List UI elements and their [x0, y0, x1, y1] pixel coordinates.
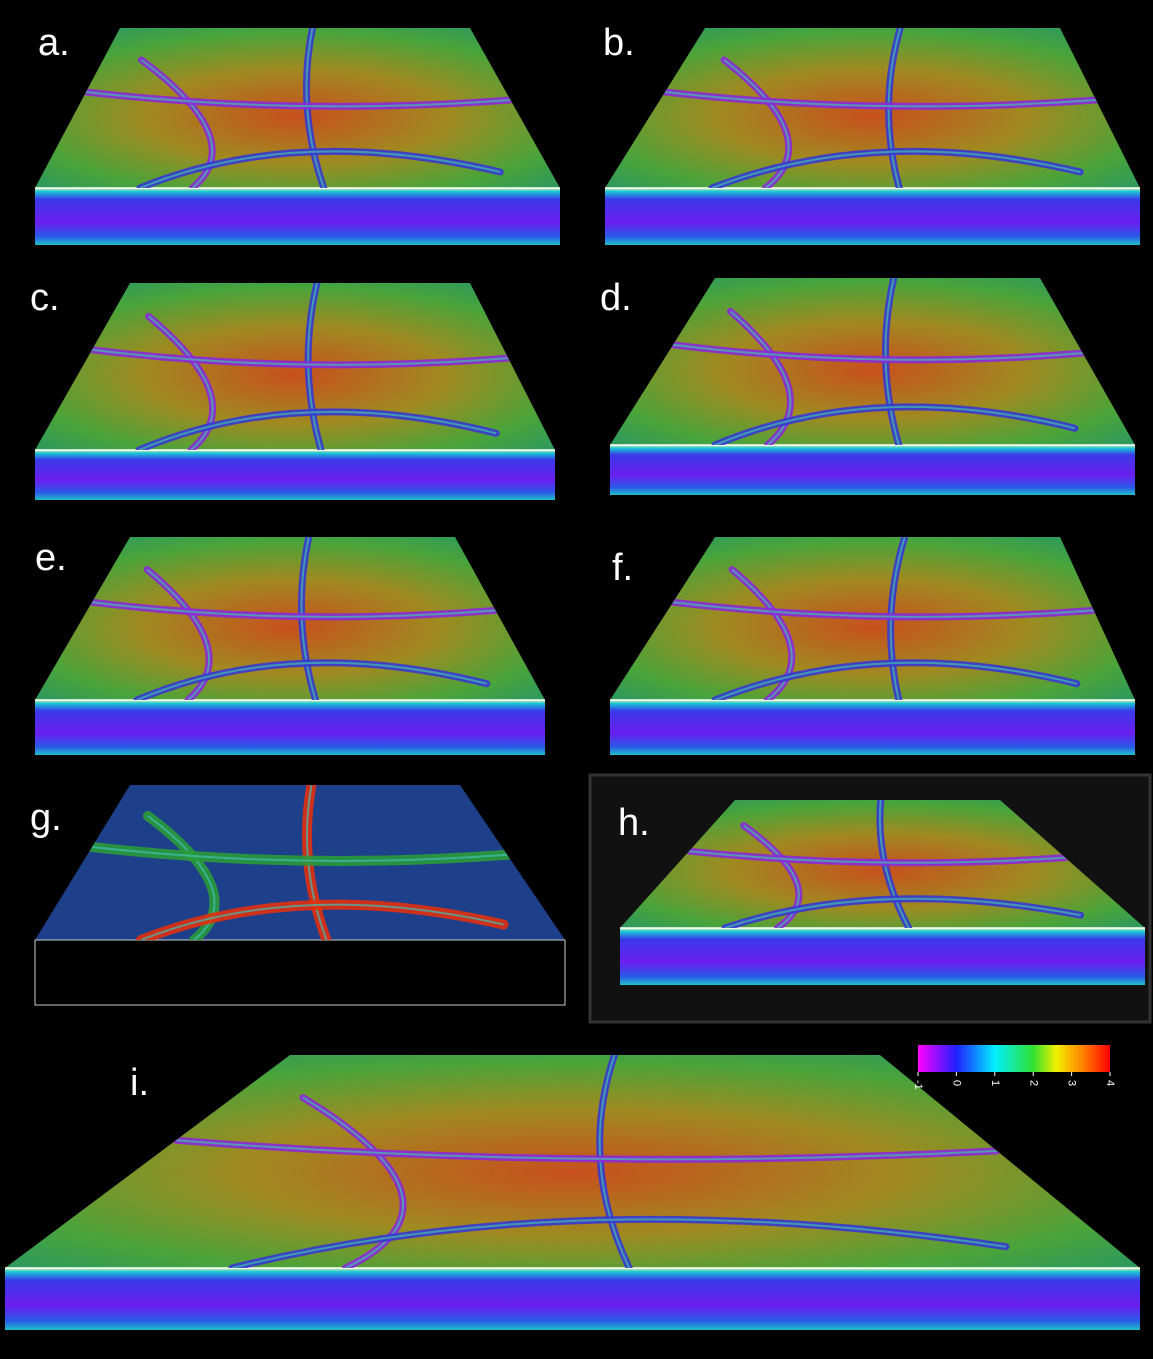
front-face [5, 1268, 1140, 1330]
panel: c. [30, 277, 555, 500]
panel: i. [5, 1055, 1140, 1330]
colorbar-label: -1 [912, 1080, 924, 1090]
panel-label: a. [38, 22, 70, 64]
panel-label: e. [35, 537, 67, 579]
panel: g. [30, 785, 565, 1005]
panel-label: h. [618, 802, 650, 844]
colorbar-label: 3 [1066, 1080, 1078, 1086]
panel: e. [35, 537, 545, 755]
panel-label: g. [30, 797, 62, 839]
colorbar-label: 2 [1027, 1080, 1039, 1086]
colorbar [918, 1045, 1110, 1072]
front-face [35, 700, 545, 755]
panel-label: c. [30, 277, 60, 319]
front-face [620, 928, 1145, 985]
colorbar-label: 0 [950, 1080, 962, 1086]
panel: a. [35, 22, 560, 245]
panel-label: d. [600, 277, 632, 319]
panel-label: i. [130, 1062, 149, 1104]
panel: d. [600, 277, 1135, 495]
box-edge [35, 940, 565, 1005]
colorbar-label: 4 [1104, 1080, 1116, 1086]
panel-label: f. [612, 547, 633, 589]
figure: a. b. c. d. e. f. g. h. i. -1 0 1 2 3 4 [0, 0, 1153, 1359]
front-face [610, 445, 1135, 495]
panel-label: b. [603, 22, 635, 64]
front-face [610, 700, 1135, 755]
colorbar-label: 1 [989, 1080, 1001, 1086]
front-face [605, 188, 1140, 245]
front-face [35, 188, 560, 245]
panel: b. [603, 22, 1140, 245]
front-face [35, 450, 555, 500]
panel: f. [610, 537, 1135, 755]
